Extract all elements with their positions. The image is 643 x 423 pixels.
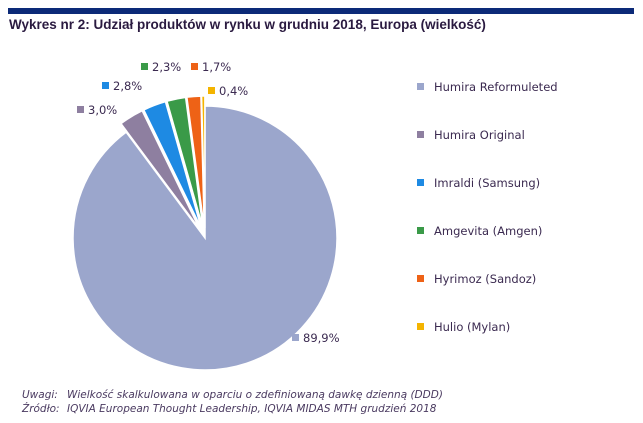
legend-swatch (417, 131, 424, 138)
legend-swatch (417, 323, 424, 330)
legend-label: Imraldi (Samsung) (434, 176, 541, 190)
legend-swatch (417, 83, 424, 90)
data-label: 0,4% (219, 84, 248, 98)
legend-item: Hulio (Mylan) (417, 320, 510, 334)
legend-label: Hulio (Mylan) (434, 320, 511, 334)
legend-swatch (417, 275, 424, 282)
legend-label: Humira Original (434, 128, 525, 142)
legend-swatch (417, 227, 424, 234)
data-label: 1,7% (202, 60, 231, 74)
legend-label: Humira Reformuleted (434, 80, 558, 94)
legend-label: Amgevita (Amgen) (434, 224, 543, 238)
data-label-marker (102, 82, 109, 89)
data-label: 2,3% (152, 60, 181, 74)
pie-slice (200, 95, 206, 229)
source-text: IQVIA European Thought Leadership, IQVIA… (67, 403, 437, 415)
legend-label: Hyrimoz (Sandoz) (434, 272, 537, 286)
notes-text: Wielkość skalkulowana w oparciu o zdefin… (67, 389, 443, 401)
pie-slice (119, 109, 201, 230)
header-bar (8, 8, 634, 14)
legend-item: Humira Original (417, 128, 525, 142)
legend-swatch (417, 179, 424, 186)
source-key: Źródło: (22, 403, 60, 415)
data-label: 89,9% (303, 331, 340, 345)
data-label: 2,8% (113, 79, 142, 93)
legend-item: Imraldi (Samsung) (417, 176, 540, 190)
notes-key: Uwagi: (22, 389, 58, 401)
legend-item: Amgevita (Amgen) (417, 224, 542, 238)
chart-title: Wykres nr 2: Udział produktów w rynku w … (9, 17, 486, 32)
data-label-marker (191, 63, 198, 70)
pie-slice (142, 100, 203, 229)
legend-item: Humira Reformuleted (417, 80, 558, 94)
data-label-marker (208, 87, 215, 94)
notes: Uwagi: Wielkość skalkulowana w oparciu o … (22, 388, 443, 416)
legend-item: Hyrimoz (Sandoz) (417, 272, 536, 286)
data-label-marker (292, 334, 299, 341)
data-label-marker (141, 63, 148, 70)
data-label-marker (77, 106, 84, 113)
pie-slice (72, 105, 338, 371)
data-label: 3,0% (88, 103, 117, 117)
pie-slice (166, 96, 204, 229)
